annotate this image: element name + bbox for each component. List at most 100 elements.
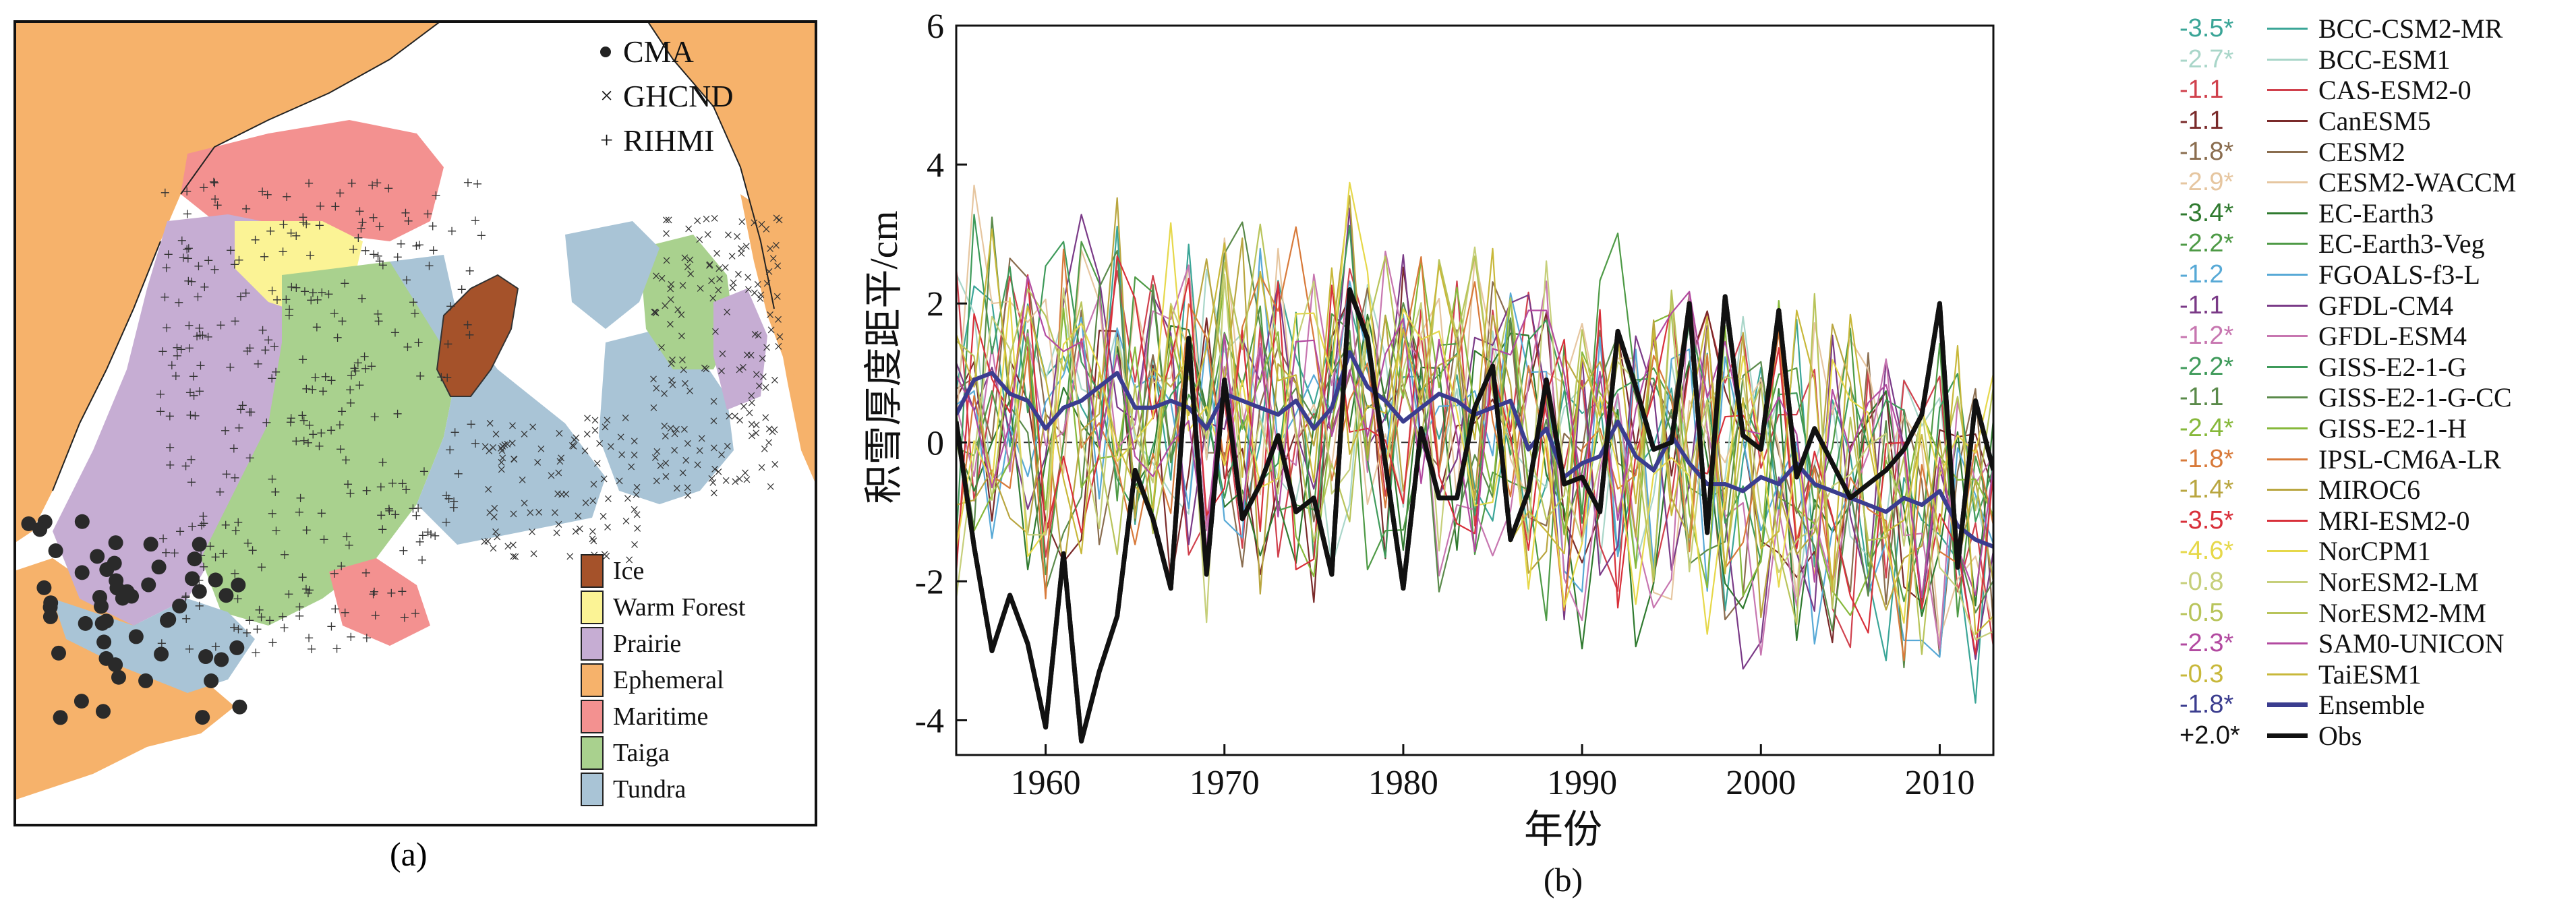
line-swatch-icon: [2267, 304, 2308, 307]
rihmi-station-marker: +: [417, 526, 428, 545]
series-name: GISS-E2-1-G-CC: [2318, 382, 2512, 413]
rihmi-station-marker: +: [251, 643, 261, 663]
snow-class-legend: Ice Warm Forest Prairie Ephemeral Maritime Ta…: [581, 553, 790, 808]
rihmi-station-marker: +: [203, 327, 213, 346]
rihmi-station-marker: +: [187, 473, 197, 492]
rihmi-station-marker: +: [299, 411, 309, 430]
ghcnd-station-marker: ×: [666, 276, 676, 294]
rihmi-station-marker: +: [192, 327, 202, 346]
rihmi-station-marker: +: [305, 246, 316, 266]
series-name: GISS-E2-1-H: [2318, 413, 2467, 444]
ghcnd-station-marker: ×: [653, 444, 662, 461]
cma-station-marker: [90, 549, 105, 564]
rihmi-station-marker: +: [298, 212, 308, 232]
color-swatch-icon: [581, 700, 604, 733]
rihmi-station-marker: +: [349, 359, 359, 378]
ghcnd-station-marker: ×: [760, 441, 769, 458]
rihmi-station-marker: +: [431, 185, 441, 205]
ghcnd-station-marker: ×: [775, 328, 785, 346]
ghcnd-station-marker: ×: [503, 538, 513, 555]
rihmi-station-marker: +: [285, 300, 295, 320]
rihmi-station-marker: +: [245, 338, 255, 358]
plus-marker-icon: +: [600, 128, 614, 153]
ghcnd-station-marker: ×: [710, 461, 720, 479]
cma-station-marker: [141, 577, 156, 593]
color-swatch-icon: [581, 736, 604, 770]
series-legend-item: -1.2* GFDL-ESM4: [2179, 321, 2571, 352]
rihmi-station-marker: +: [335, 183, 345, 203]
snow-class-legend-item: Prairie: [581, 626, 790, 662]
ghcnd-station-marker: ×: [735, 471, 744, 488]
ghcnd-station-marker: ×: [492, 529, 502, 547]
rihmi-station-marker: +: [209, 173, 219, 192]
ghcnd-station-marker: ×: [533, 454, 542, 472]
series-line-obs-top: [956, 287, 1993, 744]
y-tick-label: 6: [927, 7, 944, 46]
series-legend-item: -1.1 CanESM5: [2179, 106, 2571, 137]
ghcnd-station-marker: ×: [518, 472, 527, 489]
ghcnd-station-marker: ×: [571, 524, 581, 541]
rihmi-station-marker: +: [218, 544, 229, 564]
ghcnd-station-marker: ×: [697, 430, 707, 448]
rihmi-station-marker: +: [270, 483, 281, 502]
rihmi-station-marker: +: [446, 297, 456, 316]
snow-class-label: Warm Forest: [613, 593, 746, 622]
ghcnd-station-marker: ×: [762, 221, 771, 239]
ghcnd-station-marker: ×: [666, 421, 676, 438]
rihmi-station-marker: +: [185, 338, 195, 358]
rihmi-station-marker: +: [362, 628, 372, 648]
ghcnd-station-marker: ×: [765, 421, 774, 438]
rihmi-station-marker: +: [419, 462, 430, 481]
rihmi-station-marker: +: [415, 532, 425, 551]
trend-value: -1.1: [2179, 291, 2224, 320]
ghcnd-station-marker: ×: [651, 305, 661, 323]
rihmi-station-marker: +: [312, 290, 322, 309]
rihmi-station-marker: +: [301, 214, 312, 234]
rihmi-station-marker: +: [286, 413, 296, 432]
ghcnd-station-marker: ×: [633, 520, 642, 538]
rihmi-station-marker: +: [262, 185, 272, 204]
ghcnd-station-marker: ×: [572, 430, 581, 448]
rihmi-station-marker: +: [165, 438, 175, 458]
trend-value: -1.8*: [2179, 690, 2234, 719]
rihmi-station-marker: +: [229, 439, 239, 458]
rihmi-station-marker: +: [291, 226, 301, 245]
rihmi-station-marker: +: [182, 204, 192, 224]
class-region-maritime-south: [329, 558, 430, 646]
cma-station-marker: [187, 551, 202, 567]
rihmi-station-marker: +: [230, 255, 240, 274]
rihmi-station-marker: +: [361, 359, 371, 378]
rihmi-station-marker: +: [343, 475, 353, 494]
ghcnd-station-marker: ×: [774, 338, 784, 356]
rihmi-station-marker: +: [184, 316, 194, 336]
ghcnd-station-marker: ×: [510, 452, 519, 469]
trend-value: -1.1: [2179, 107, 2224, 135]
ghcnd-station-marker: ×: [588, 493, 597, 510]
x-tick-label: 1970: [1190, 764, 1260, 802]
rihmi-station-marker: +: [316, 423, 326, 443]
ghcnd-station-marker: ×: [497, 454, 506, 472]
ghcnd-station-marker: ×: [486, 415, 495, 433]
rihmi-station-marker: +: [326, 421, 336, 440]
rihmi-station-marker: +: [453, 464, 463, 483]
rihmi-station-marker: +: [242, 624, 252, 643]
ghcnd-station-marker: ×: [705, 258, 714, 275]
ghcnd-station-marker: ×: [570, 432, 579, 450]
ghcnd-station-marker: ×: [630, 537, 639, 554]
rihmi-station-marker: +: [374, 311, 384, 331]
cma-station-marker: [74, 694, 89, 709]
ghcnd-station-marker: ×: [742, 239, 751, 256]
series-name: Obs: [2318, 720, 2362, 751]
ghcnd-station-marker: ×: [556, 450, 566, 467]
color-swatch-icon: [581, 554, 604, 588]
rihmi-station-marker: +: [226, 241, 236, 260]
line-swatch-icon: [2267, 243, 2308, 245]
line-swatch-icon: [2267, 365, 2308, 368]
ghcnd-station-marker: ×: [601, 419, 610, 437]
class-region-maritime-north: [181, 120, 444, 241]
rihmi-station-marker: +: [161, 258, 171, 278]
series-legend-item: -4.6* NorCPM1: [2179, 536, 2571, 567]
ghcnd-station-marker: ×: [661, 455, 670, 473]
series-name: NorESM2-LM: [2318, 566, 2479, 597]
ghcnd-station-marker: ×: [732, 229, 742, 246]
